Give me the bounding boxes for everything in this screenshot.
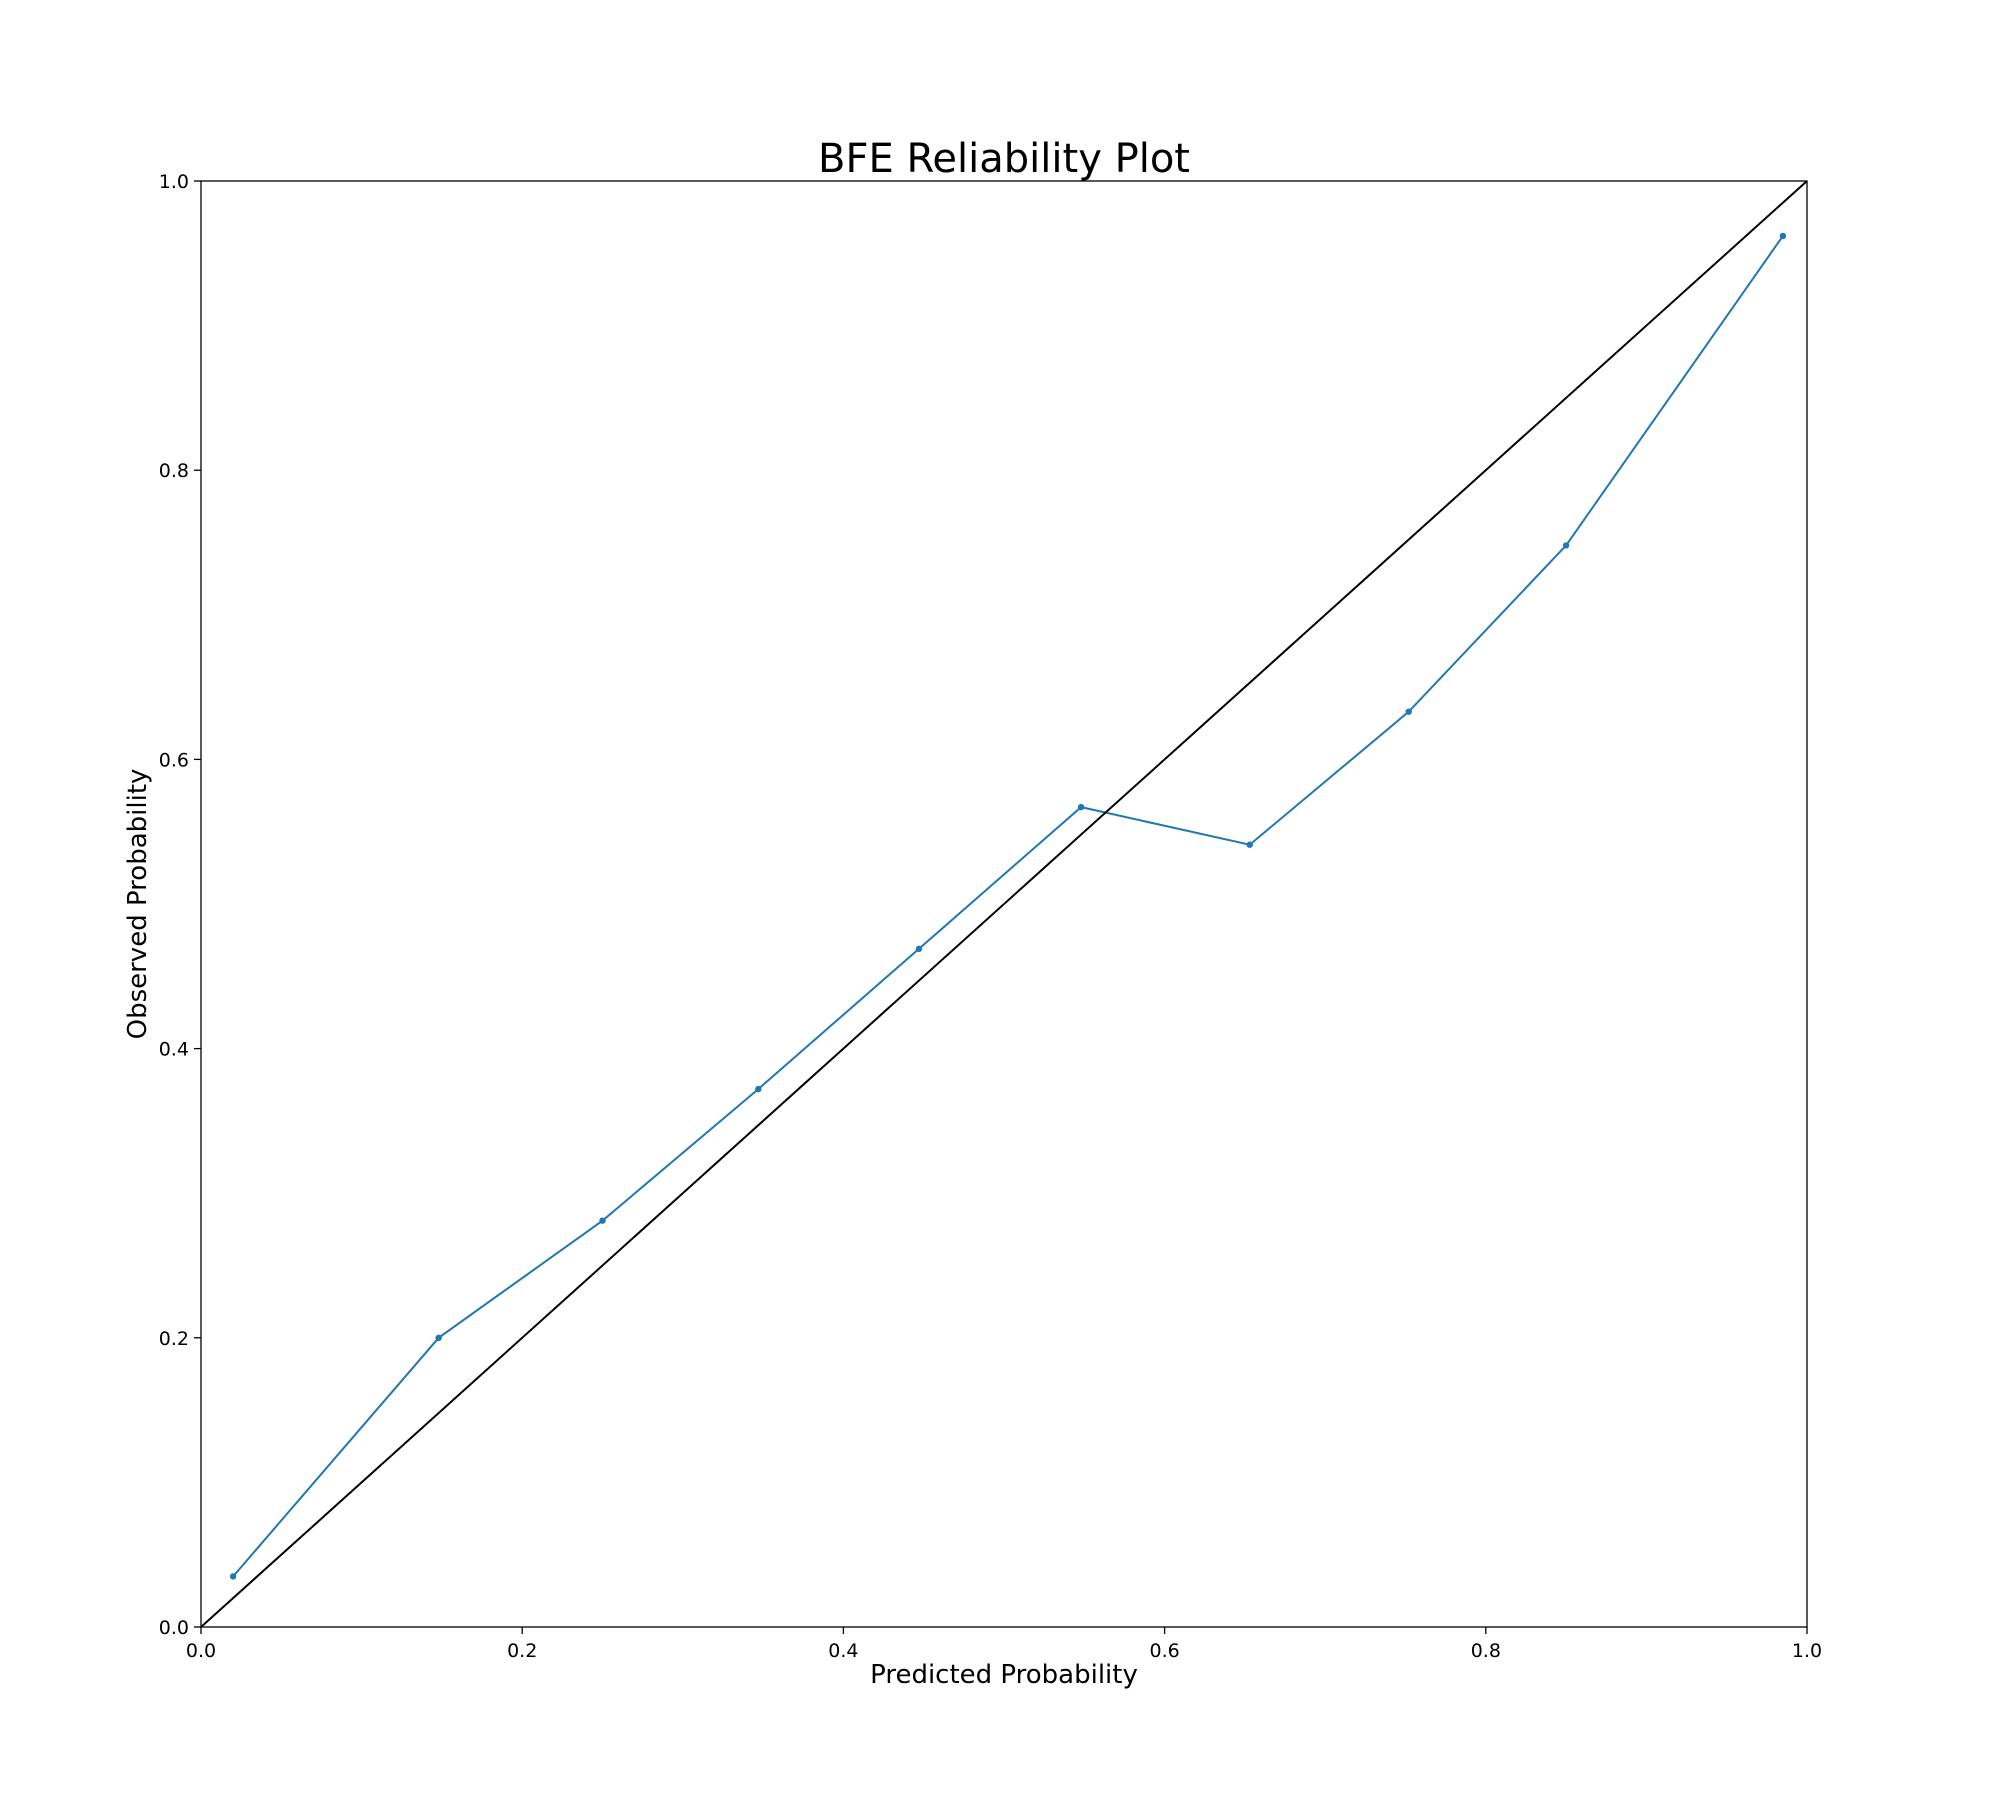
x-tick-label: 0.6 bbox=[1149, 1640, 1179, 1662]
calibration-point bbox=[435, 1334, 442, 1342]
chart-title: BFE Reliability Plot bbox=[818, 136, 1190, 182]
y-tick-label: 1.0 bbox=[159, 171, 189, 193]
calibration-point bbox=[1779, 232, 1787, 240]
x-tick-label: 0.8 bbox=[1471, 1640, 1501, 1662]
y-axis-label: Observed Probability bbox=[123, 769, 153, 1040]
calibration-point bbox=[1246, 841, 1253, 848]
x-tick-label: 0.2 bbox=[507, 1640, 537, 1662]
calibration-point bbox=[1077, 803, 1085, 811]
x-axis-ticks: 0.0 0.2 0.4 0.6 0.8 1.0 bbox=[186, 1627, 1822, 1662]
calibration-curve-line bbox=[232, 235, 1784, 1578]
calibration-point bbox=[915, 945, 923, 953]
y-tick-label: 0.6 bbox=[159, 749, 189, 771]
y-tick-label: 0.2 bbox=[159, 1328, 189, 1350]
y-axis-ticks: 0.0 0.2 0.4 0.6 0.8 1.0 bbox=[159, 171, 201, 1639]
x-tick-label: 0.0 bbox=[186, 1640, 216, 1662]
perfect-calibration-line bbox=[200, 180, 1808, 1628]
y-tick-label: 0.0 bbox=[159, 1617, 189, 1639]
calibration-point bbox=[755, 1085, 762, 1093]
plot-area bbox=[200, 180, 1808, 1628]
y-tick-label: 0.4 bbox=[159, 1039, 189, 1061]
calibration-point bbox=[599, 1217, 606, 1224]
calibration-point bbox=[1405, 708, 1412, 715]
x-axis-label: Predicted Probability bbox=[870, 1660, 1138, 1690]
calibration-point bbox=[1562, 542, 1570, 549]
plot-frame bbox=[200, 180, 1808, 1628]
x-tick-label: 0.4 bbox=[828, 1640, 858, 1662]
calibration-point bbox=[229, 1573, 237, 1580]
y-tick-label: 0.8 bbox=[159, 460, 189, 482]
x-tick-label: 1.0 bbox=[1792, 1640, 1822, 1662]
series-layer bbox=[200, 180, 1808, 1628]
